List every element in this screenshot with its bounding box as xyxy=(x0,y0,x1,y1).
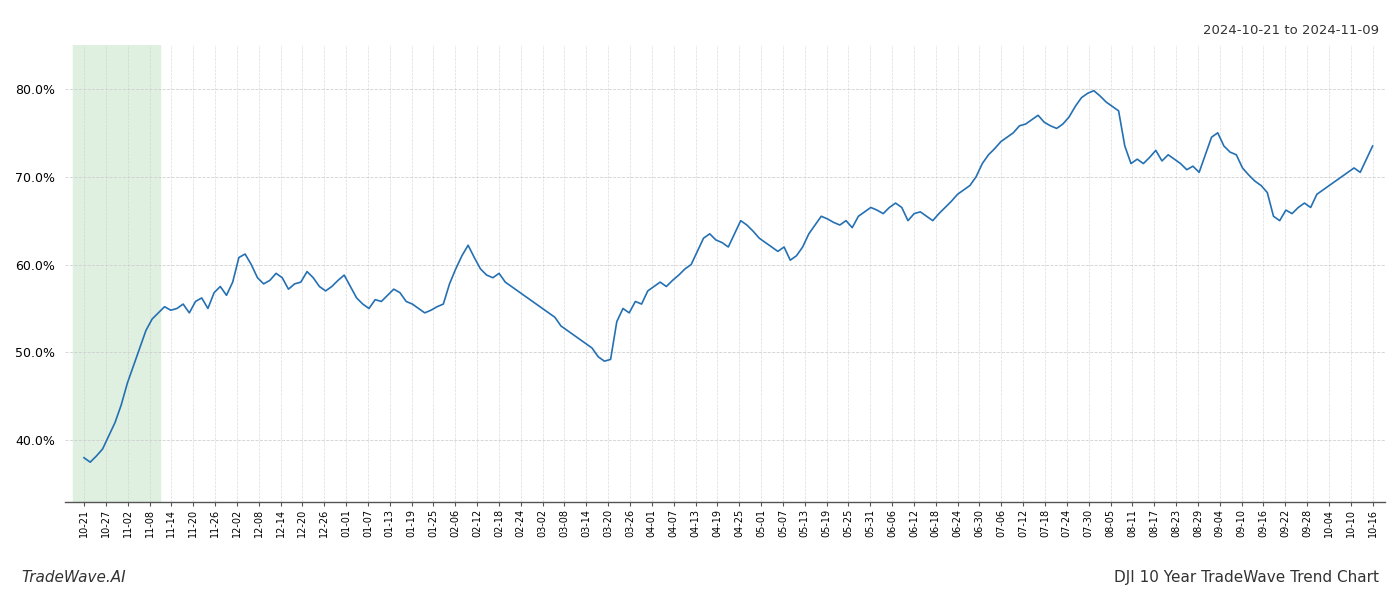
Text: 2024-10-21 to 2024-11-09: 2024-10-21 to 2024-11-09 xyxy=(1203,24,1379,37)
Text: DJI 10 Year TradeWave Trend Chart: DJI 10 Year TradeWave Trend Chart xyxy=(1114,570,1379,585)
Text: TradeWave.AI: TradeWave.AI xyxy=(21,570,126,585)
Bar xyxy=(73,45,161,502)
